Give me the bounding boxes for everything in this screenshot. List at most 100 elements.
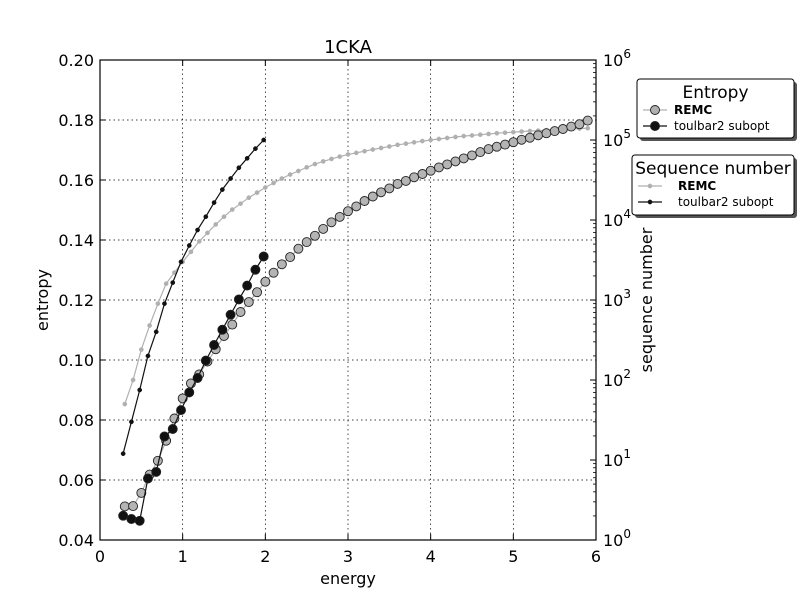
data-point <box>119 501 130 512</box>
y-axis-title: entropy <box>33 269 52 331</box>
data-point <box>228 176 233 181</box>
data-point <box>200 355 211 366</box>
data-point <box>147 323 152 328</box>
data-point <box>246 195 252 201</box>
data-point <box>128 501 139 512</box>
data-point <box>519 129 524 134</box>
data-point <box>258 251 269 262</box>
data-point <box>192 373 203 383</box>
data-point <box>516 134 527 145</box>
data-point <box>334 211 345 222</box>
data-point <box>557 124 568 134</box>
x-tick-label: 2 <box>260 547 270 566</box>
data-point <box>243 297 254 308</box>
data-point <box>242 280 253 291</box>
data-point <box>483 144 494 155</box>
data-point <box>359 196 370 206</box>
data-point <box>475 147 486 158</box>
data-point <box>477 132 483 138</box>
tick-layer: 0 1 2 3 4 5 6 0.04 0.06 0.08 0.10 0.12 0.14 0.16 0.18 0… <box>58 47 631 566</box>
data-point <box>138 347 144 352</box>
legend-marker <box>647 183 653 189</box>
data-point <box>309 230 320 241</box>
data-point <box>122 401 128 407</box>
data-point <box>337 154 343 159</box>
data-point <box>467 150 477 161</box>
data-point <box>392 178 403 189</box>
legend-marker <box>647 199 653 205</box>
legend-label: REMC <box>678 179 716 193</box>
data-point <box>450 156 461 167</box>
legend-marker <box>650 105 660 115</box>
y-tick-label: 0.18 <box>58 111 94 130</box>
data-point <box>508 137 519 148</box>
data-point <box>176 405 186 416</box>
y2-axis-title: sequence number <box>637 227 656 372</box>
data-point <box>254 190 260 195</box>
data-point <box>134 515 145 526</box>
y2-tick-label: 105 <box>603 127 631 150</box>
legend-box <box>631 154 795 216</box>
data-point <box>271 180 276 186</box>
series-entropy-toulbar2-subopt <box>118 251 269 526</box>
data-point <box>351 201 362 212</box>
data-point <box>428 137 434 143</box>
data-point <box>276 259 287 270</box>
data-point <box>233 294 244 305</box>
legend-title: Entropy <box>682 83 748 103</box>
legend-entry-remc: REMC <box>638 179 716 193</box>
y2-tick-label: 101 <box>603 447 631 470</box>
data-point <box>312 161 318 167</box>
data-point <box>130 377 136 383</box>
x-tick-label: 3 <box>343 547 353 566</box>
data-point <box>458 153 469 164</box>
data-point <box>118 510 129 521</box>
data-point <box>268 267 279 278</box>
legend-label: toulbar2 subopt <box>674 119 770 133</box>
data-point <box>370 147 376 152</box>
data-point <box>301 237 312 248</box>
series-sequence-number-toulbar2-subopt <box>120 137 267 457</box>
data-point <box>238 201 243 207</box>
data-point <box>411 139 417 145</box>
data-point <box>261 137 267 143</box>
legend-entry-remc: REMC <box>643 103 712 117</box>
data-point <box>400 175 411 186</box>
x-tick-label: 6 <box>591 547 601 566</box>
data-point <box>376 187 387 198</box>
y-tick-label: 0.08 <box>58 411 94 430</box>
data-point <box>137 387 143 393</box>
data-point <box>196 239 202 244</box>
data-point <box>178 259 184 265</box>
data-point <box>252 287 263 298</box>
data-point <box>318 223 329 234</box>
data-point <box>566 121 577 132</box>
data-point <box>582 115 593 126</box>
data-point <box>227 319 238 330</box>
y-tick-label: 0.04 <box>58 531 94 550</box>
data-point <box>253 146 258 151</box>
data-point <box>262 185 268 190</box>
data-point <box>386 144 392 149</box>
data-point <box>491 141 502 152</box>
data-point <box>425 165 436 176</box>
y-tick-label: 0.06 <box>58 471 94 490</box>
data-point <box>453 134 458 140</box>
data-point <box>293 243 304 254</box>
data-point <box>162 301 167 307</box>
legend-title: Sequence number <box>635 159 791 179</box>
data-point <box>236 165 242 171</box>
legend-marker <box>650 121 660 131</box>
data-point <box>163 281 169 287</box>
legend-entry-toulbar2-subopt: toulbar2 subopt <box>643 119 770 133</box>
x-tick-label: 1 <box>178 547 188 566</box>
data-point <box>461 133 467 139</box>
data-point <box>209 340 220 350</box>
x-tick-label: 4 <box>426 547 436 566</box>
data-point <box>444 135 450 141</box>
y-tick-label: 0.12 <box>58 291 94 310</box>
